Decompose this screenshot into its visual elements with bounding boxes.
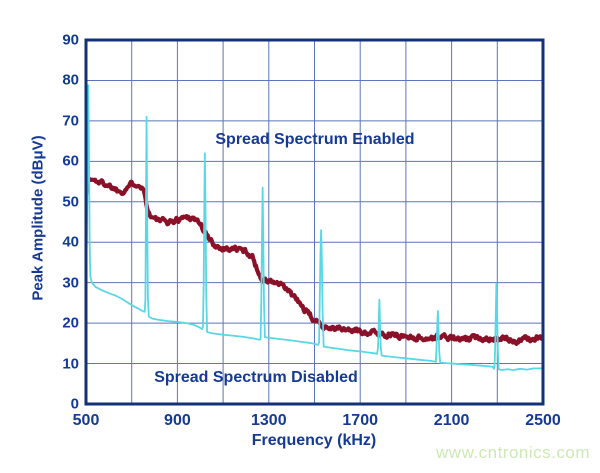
plot-border bbox=[84, 38, 545, 406]
y-tick-label: 60 bbox=[62, 152, 79, 170]
y-tick-label: 70 bbox=[62, 112, 79, 130]
gridlines bbox=[86, 40, 543, 404]
y-axis-title: Peak Amplitude (dBμV) bbox=[29, 135, 47, 301]
x-tick-label: 1300 bbox=[251, 412, 287, 429]
y-tick-label: 80 bbox=[62, 71, 79, 89]
x-tick-label: 1700 bbox=[342, 412, 378, 429]
watermark-text: www.cntronics.com bbox=[436, 443, 590, 462]
x-tick-label: 2100 bbox=[433, 412, 470, 429]
series-spread-spectrum-disabled bbox=[86, 84, 543, 371]
y-tick-label: 90 bbox=[62, 31, 79, 49]
x-tick-label: 2500 bbox=[525, 412, 561, 429]
annotation-spread-spectrum-enabled: Spread Spectrum Enabled bbox=[215, 130, 415, 148]
annotation-spread-spectrum-disabled: Spread Spectrum Disabled bbox=[154, 369, 358, 387]
y-tick-label: 10 bbox=[62, 355, 79, 373]
y-tick-label: 20 bbox=[62, 314, 79, 332]
series-spread-spectrum-enabled bbox=[86, 176, 543, 346]
x-tick-label: 500 bbox=[72, 412, 100, 429]
y-tick-label: 30 bbox=[62, 274, 79, 292]
y-tick-label: 0 bbox=[70, 395, 79, 413]
y-tick-label: 40 bbox=[62, 233, 79, 251]
x-tick-label: 900 bbox=[164, 412, 191, 429]
x-axis-title: Frequency (kHz) bbox=[251, 432, 377, 449]
y-tick-label: 50 bbox=[62, 193, 79, 211]
